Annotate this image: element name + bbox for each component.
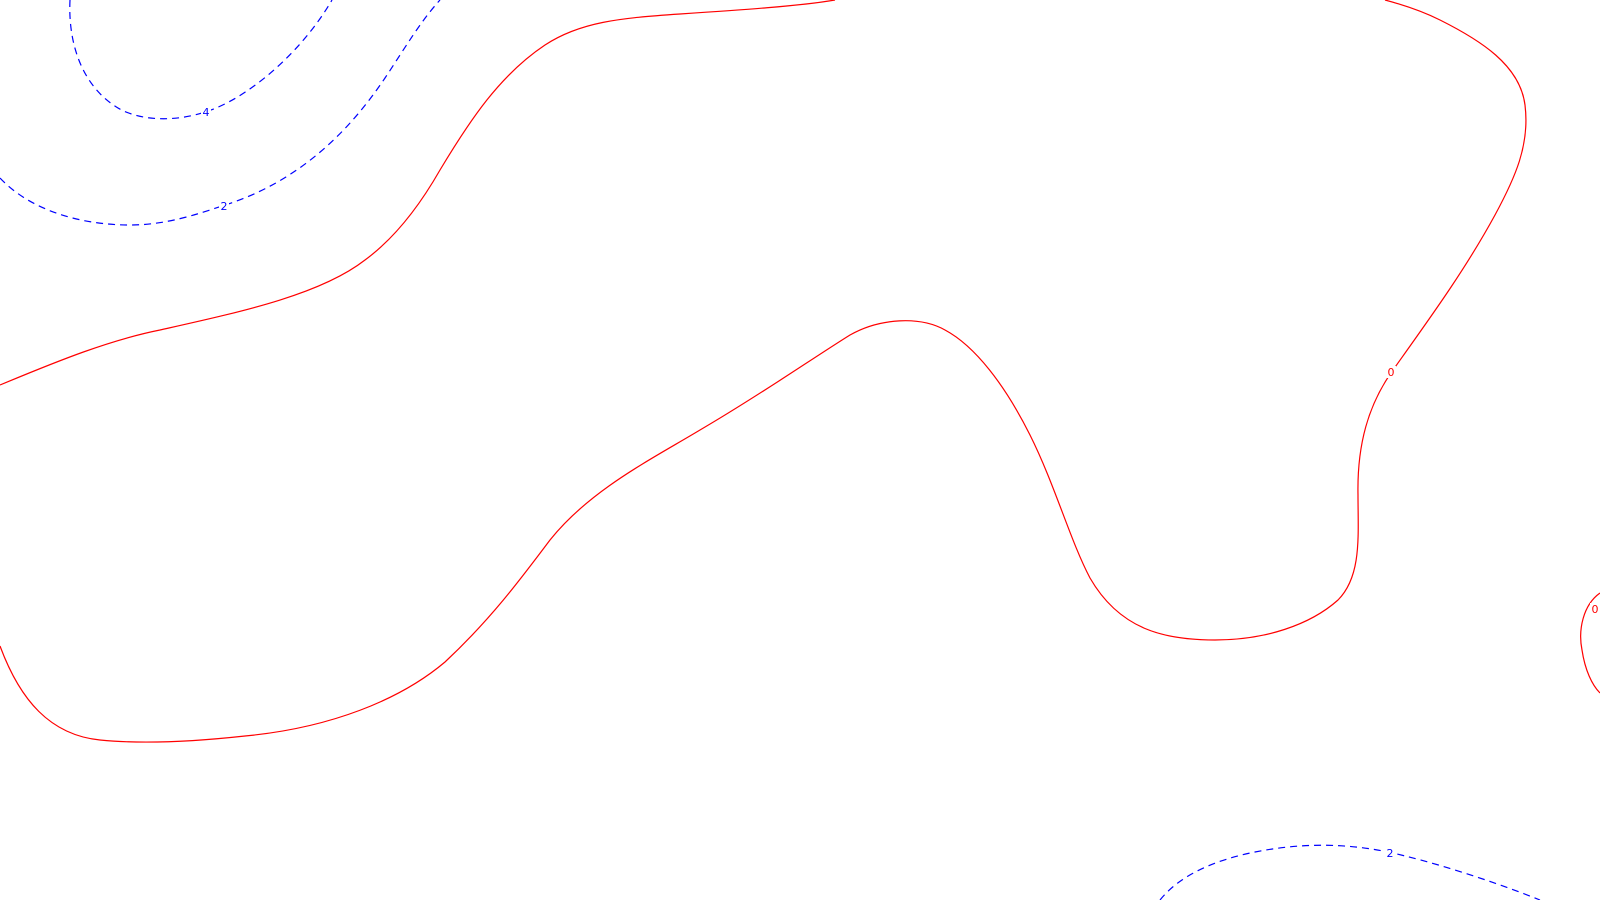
svg-text:0: 0 xyxy=(1592,603,1599,616)
contour-label-0-far-right: 0 xyxy=(1590,603,1600,616)
contour-line-level-0-lower xyxy=(0,0,1527,743)
contour-line-level-2-upper xyxy=(0,0,441,226)
contour-line-level-4 xyxy=(69,0,333,120)
svg-text:2: 2 xyxy=(1387,847,1394,860)
contour-line-level-2-lower xyxy=(1159,844,1541,900)
contour-label-0-right: 0 xyxy=(1386,366,1396,379)
contour-line-level-0-upper xyxy=(0,0,836,386)
svg-text:0: 0 xyxy=(1388,366,1395,379)
contour-label-2-top-left: 2 xyxy=(219,200,229,213)
svg-text:2: 2 xyxy=(221,200,228,213)
contour-line-level-0-far-right xyxy=(1580,592,1600,694)
contour-label-4-top-left: 4 xyxy=(201,106,211,119)
svg-text:4: 4 xyxy=(203,106,210,119)
contour-label-2-bottom-right: 2 xyxy=(1385,847,1395,860)
